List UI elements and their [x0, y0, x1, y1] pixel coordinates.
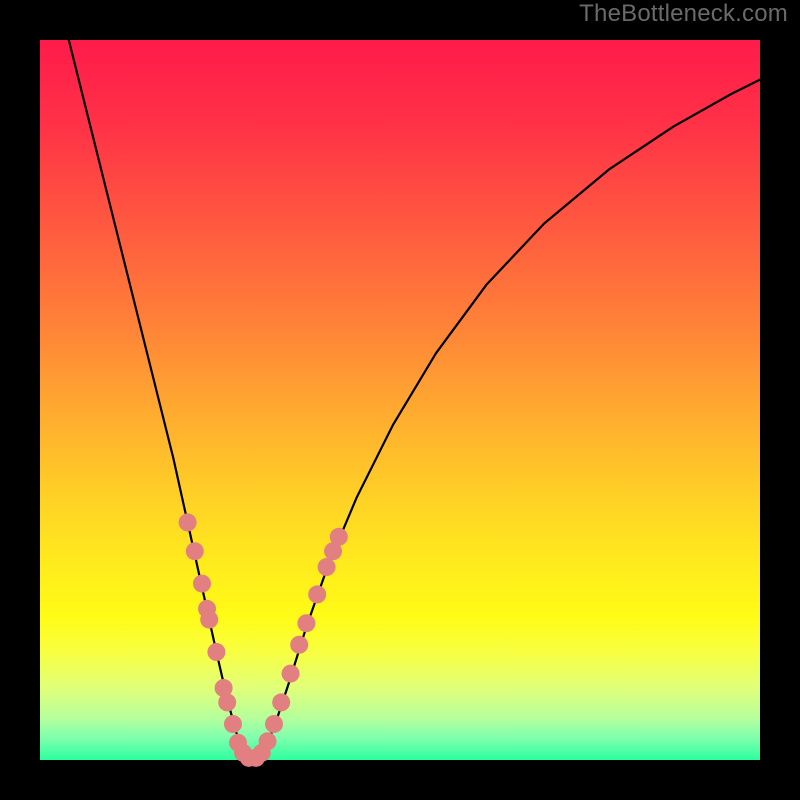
curve-marker-dot [282, 665, 300, 683]
curve-marker-dot [179, 513, 197, 531]
curve-marker-dot [224, 715, 242, 733]
bottleneck-curve-plot [0, 0, 800, 800]
curve-marker-dot [186, 542, 204, 560]
curve-marker-dot [207, 643, 225, 661]
curve-marker-dot [265, 715, 283, 733]
curve-marker-dot [272, 693, 290, 711]
plot-background [40, 40, 760, 760]
curve-marker-dot [193, 575, 211, 593]
curve-marker-dot [308, 585, 326, 603]
curve-marker-dot [200, 611, 218, 629]
curve-marker-dot [259, 732, 277, 750]
curve-marker-dot [330, 528, 348, 546]
curve-marker-dot [297, 614, 315, 632]
curve-marker-dot [318, 558, 336, 576]
curve-marker-dot [218, 693, 236, 711]
watermark-text: TheBottleneck.com [579, 0, 788, 28]
curve-marker-dot [290, 636, 308, 654]
